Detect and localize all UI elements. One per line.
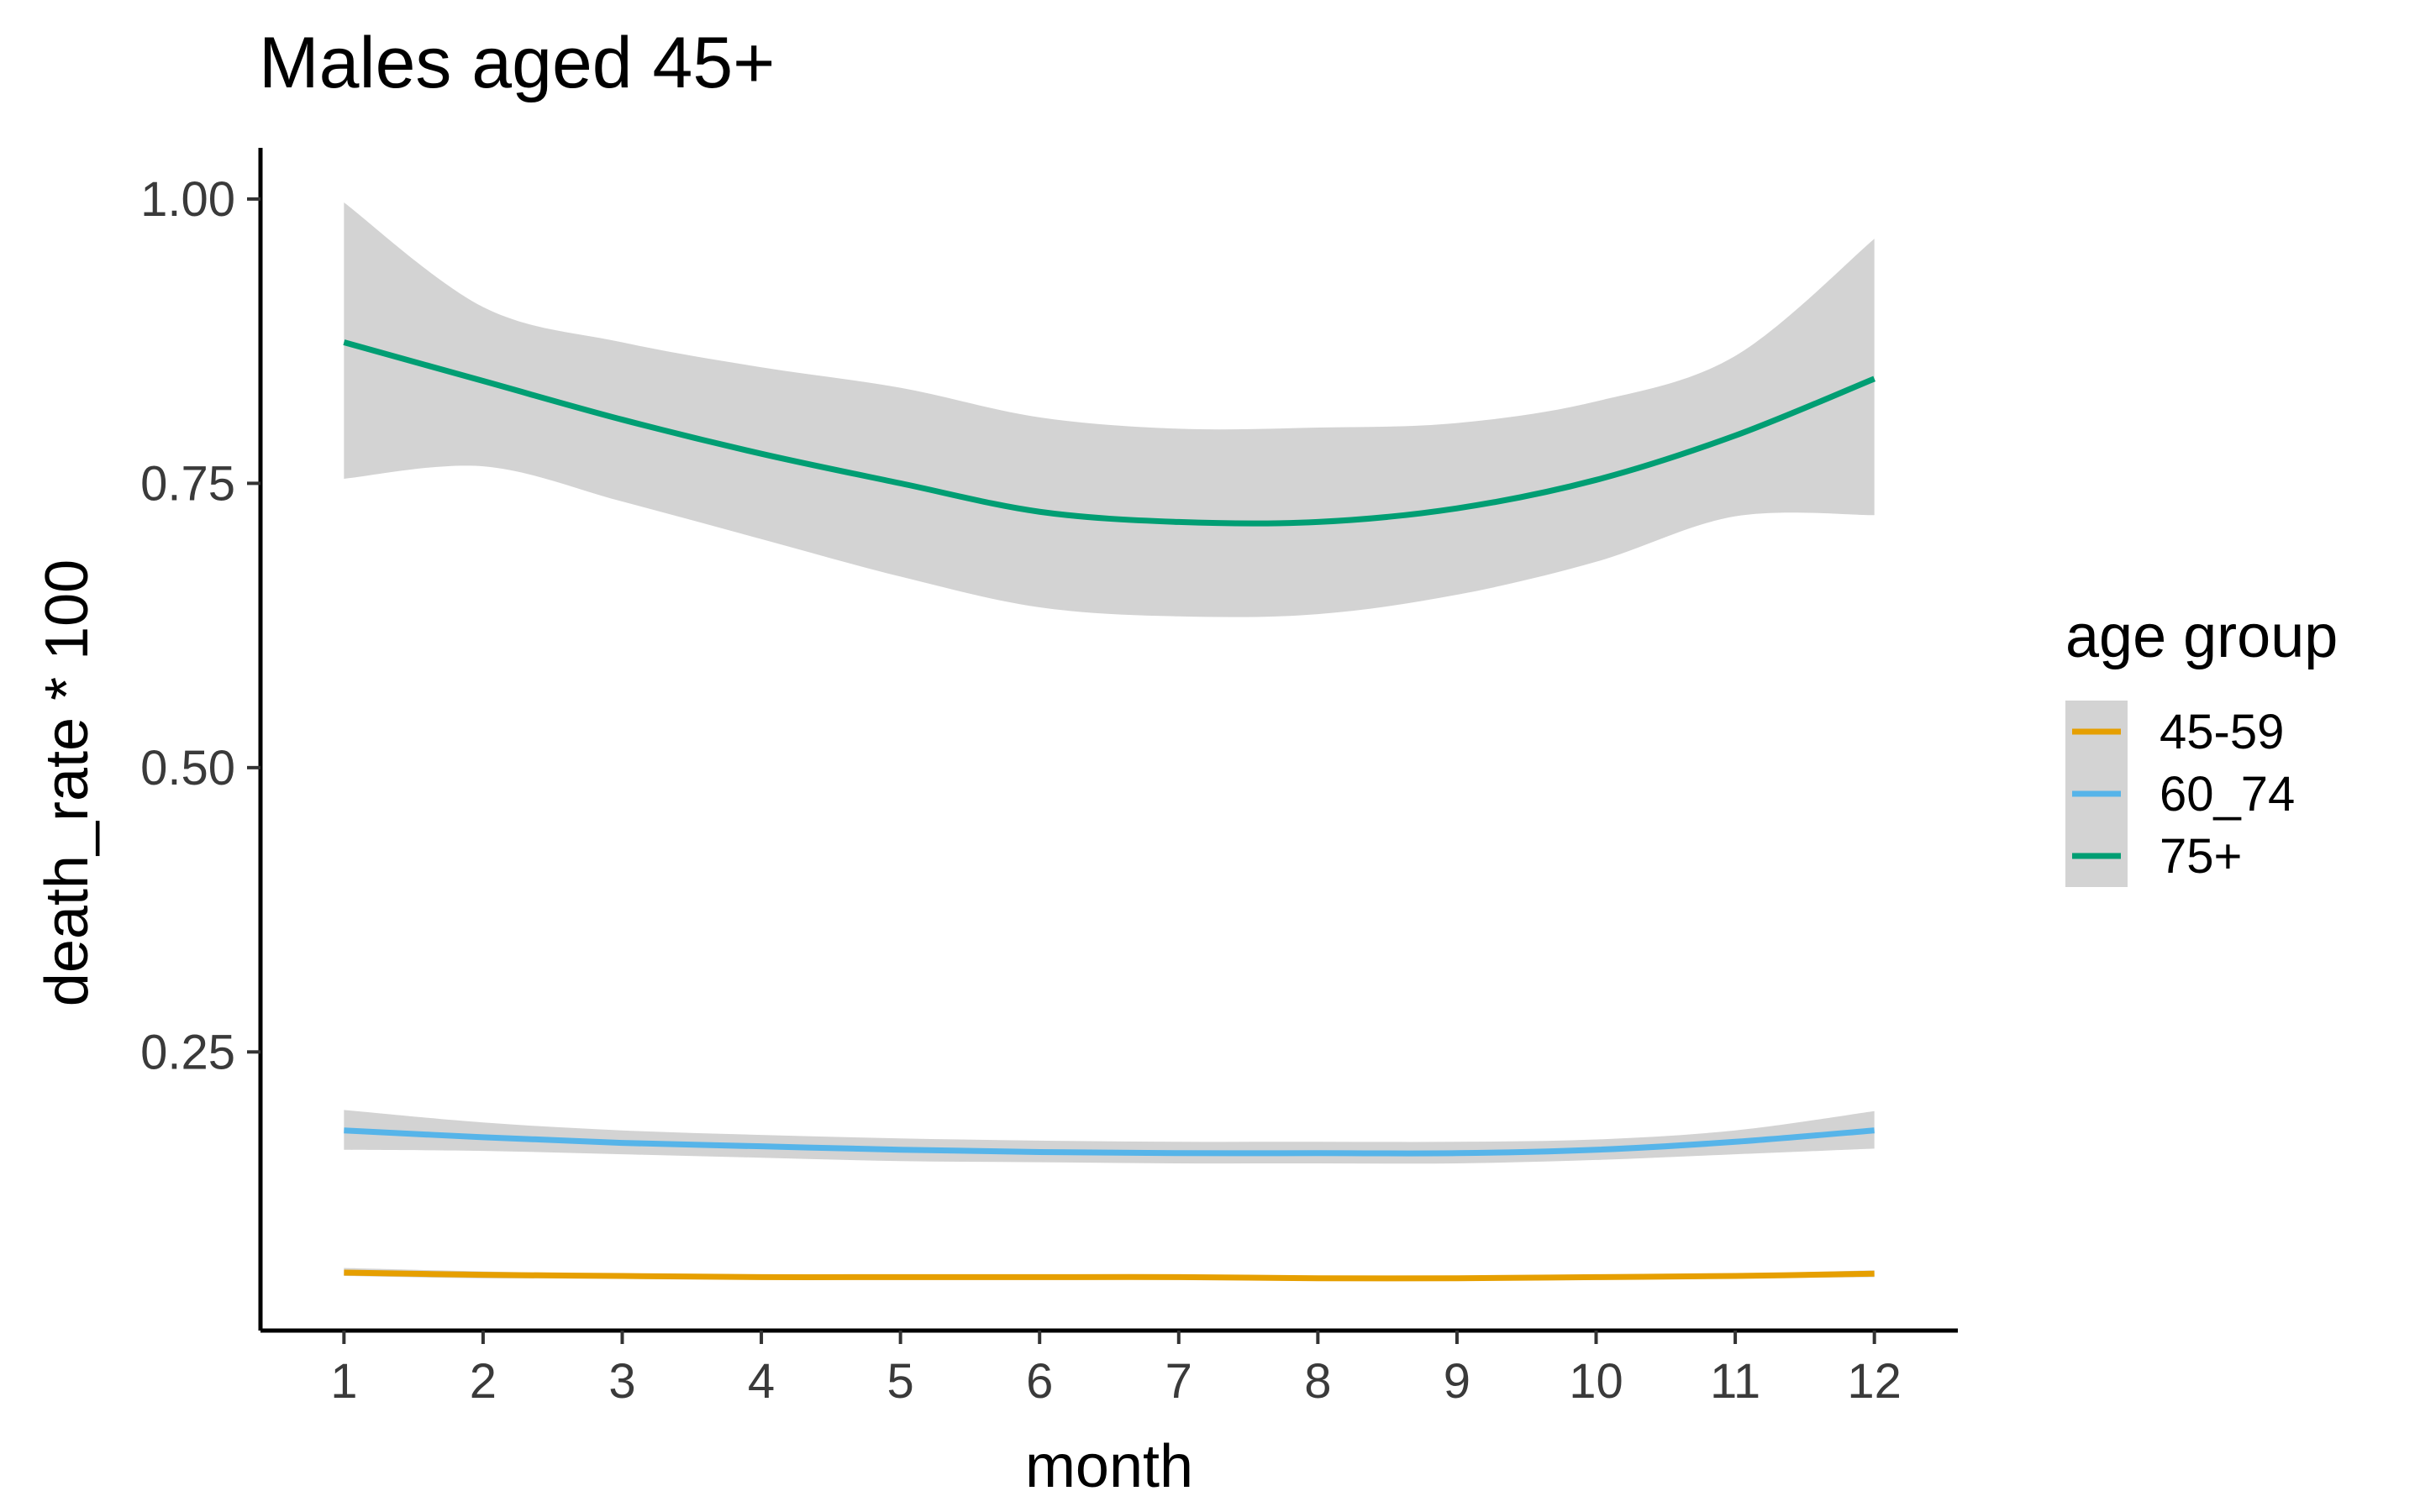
legend-label: 45-59 — [2160, 705, 2284, 759]
x-tick-label: 12 — [1847, 1354, 1902, 1409]
confidence-band-75- — [344, 202, 1875, 617]
y-tick-label: 1.00 — [140, 172, 235, 227]
y-axis-title: death_rate * 100 — [34, 559, 101, 1006]
series-line-75- — [343, 339, 1876, 527]
x-tick-label: 9 — [1444, 1354, 1470, 1409]
legend-keys: 45-59 60_74 75+ — [2065, 701, 2295, 887]
y-tick-label: 0.75 — [140, 456, 235, 511]
x-tick-label: 5 — [887, 1354, 914, 1409]
y-tick-label: 0.25 — [140, 1025, 235, 1079]
x-tick-label: 6 — [1026, 1354, 1053, 1409]
chart-title: Males aged 45+ — [259, 23, 775, 103]
x-tick-label: 7 — [1165, 1354, 1192, 1409]
y-axis-ticks: 0.25 0.50 0.75 1.00 — [140, 172, 260, 1079]
x-tick-label: 8 — [1304, 1354, 1331, 1409]
legend: age group 45-59 60_74 75+ — [2065, 603, 2338, 887]
series-line-60-74 — [344, 1127, 1875, 1157]
x-tick-label: 4 — [748, 1354, 775, 1409]
legend-label: 75+ — [2160, 829, 2242, 884]
legend-label: 60_74 — [2160, 767, 2295, 822]
x-tick-label: 1 — [330, 1354, 357, 1409]
x-tick-label: 11 — [1710, 1354, 1760, 1409]
y-tick-label: 0.50 — [140, 741, 235, 795]
x-axis-ticks: 1 2 3 4 5 6 7 8 9 10 11 12 — [330, 1331, 1902, 1409]
series-lines — [343, 339, 1876, 1282]
x-axis-title: month — [1025, 1433, 1193, 1500]
x-tick-label: 3 — [608, 1354, 635, 1409]
series-line-45-59 — [344, 1269, 1875, 1282]
x-tick-label: 10 — [1569, 1354, 1623, 1409]
x-tick-label: 2 — [470, 1354, 497, 1409]
legend-title: age group — [2065, 603, 2338, 670]
